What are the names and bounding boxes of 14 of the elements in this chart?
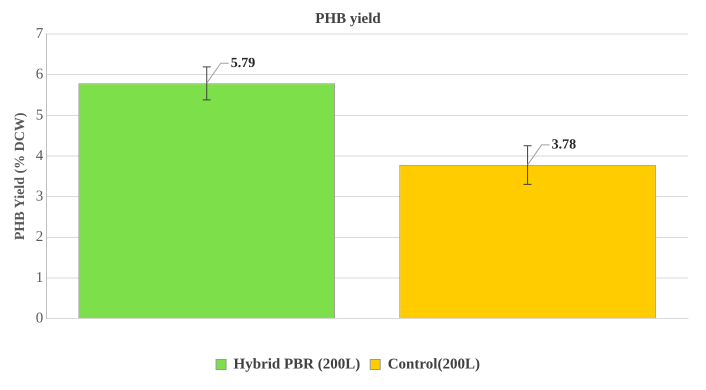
y-axis-title: PHB Yield (% DCW) bbox=[13, 112, 28, 240]
legend-label: Hybrid PBR (200L) bbox=[234, 356, 360, 372]
y-tick-label: 2 bbox=[36, 229, 44, 246]
legend-label: Control(200L) bbox=[388, 356, 480, 372]
y-tick-label: 5 bbox=[36, 107, 44, 124]
data-label: 5.79 bbox=[230, 56, 256, 71]
y-tick-label: 6 bbox=[36, 66, 44, 83]
data-label: 3.78 bbox=[552, 138, 576, 153]
y-tick-label: 7 bbox=[36, 26, 44, 42]
y-tick-label: 0 bbox=[36, 310, 44, 327]
chart-title: PHB yield bbox=[315, 10, 382, 27]
y-tick-label: 3 bbox=[36, 188, 44, 205]
y-tick-label: 4 bbox=[36, 148, 44, 164]
y-tick-label: 1 bbox=[36, 270, 44, 286]
